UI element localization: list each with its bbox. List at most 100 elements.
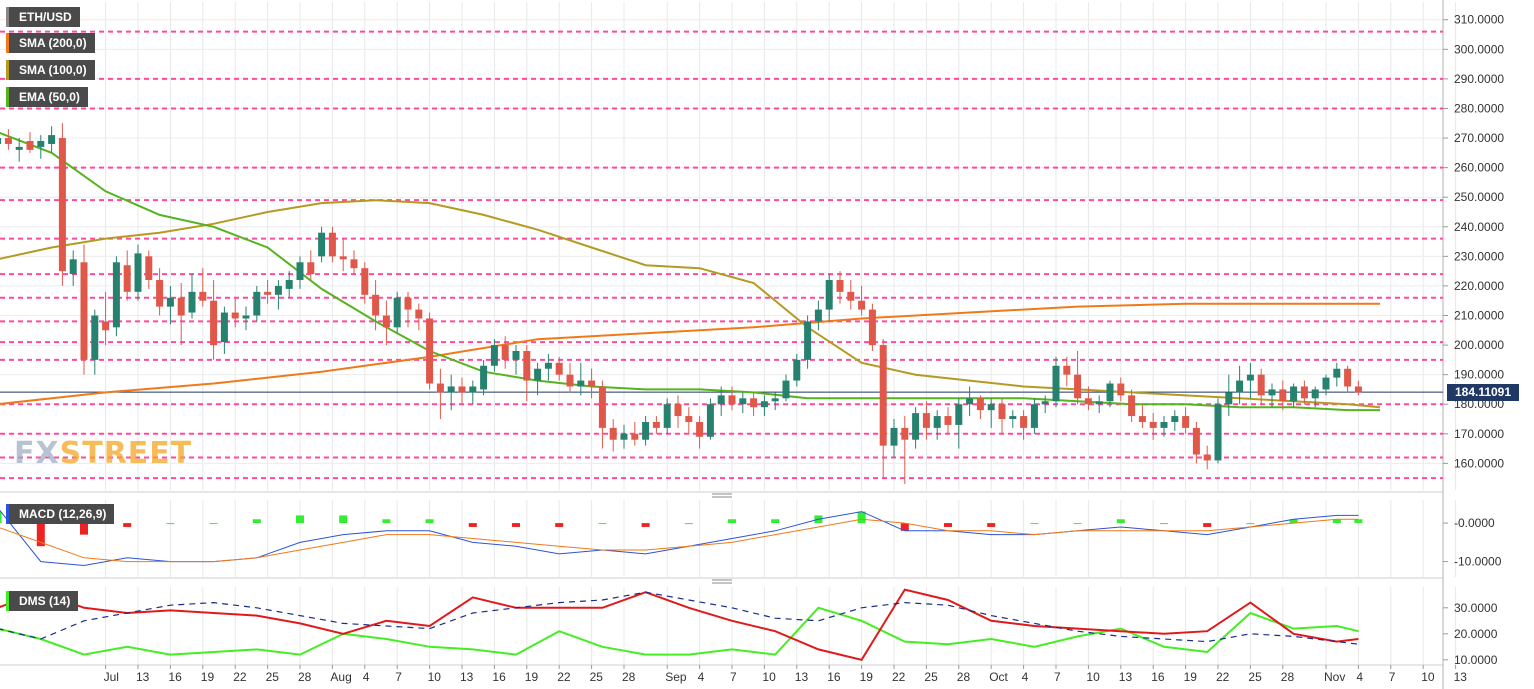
candle-body — [912, 413, 920, 440]
date-tick-label: 4 — [1022, 670, 1029, 684]
main-pane-bg — [0, 0, 1443, 492]
price-axis[interactable]: 310.0000 300.0000 290.0000 280.0000 270.0000… — [1443, 13, 1504, 471]
date-tick-label: 22 — [892, 670, 906, 684]
candle-body — [350, 259, 358, 269]
macd-histogram-bar — [1030, 523, 1039, 525]
candle-body — [1171, 416, 1179, 422]
candle-body — [15, 146, 23, 150]
date-tick-label: 22 — [233, 670, 247, 684]
macd-histogram-bar — [0, 511, 2, 524]
candle-body — [966, 398, 974, 405]
candle-body — [1203, 454, 1211, 461]
candle-body — [1192, 427, 1200, 455]
date-tick-label: 13 — [460, 670, 474, 684]
candle-body — [145, 256, 153, 281]
macd-histogram-bar — [36, 523, 45, 547]
candle-body — [555, 362, 563, 375]
date-tick-label: 7 — [395, 670, 402, 684]
candle-body — [1290, 386, 1298, 402]
macd-tick-label: -0.0000 — [1454, 516, 1495, 530]
date-tick-label: Nov — [1324, 670, 1345, 684]
candle-body — [134, 253, 142, 292]
dms-legend[interactable]: DMS (14) — [6, 591, 79, 611]
candle-body — [750, 398, 758, 408]
adx-line — [0, 591, 1359, 645]
date-axis[interactable]: Jul 13 16 19 22 25 28 Aug 4 7 10 13 16 19 22 25 28 Sep 4 7 1… — [104, 665, 1468, 684]
dms-panel[interactable]: 30.0000 20.0000 10.0000 — [0, 588, 1498, 667]
date-tick-label: 13 — [795, 670, 809, 684]
price-tick-label: 310.0000 — [1454, 13, 1504, 27]
symbol-legend[interactable]: ETH/USD — [6, 7, 80, 27]
macd-histogram-bar — [1332, 519, 1341, 524]
ema50-legend[interactable]: EMA (50,0) — [6, 87, 88, 107]
candle-body — [69, 259, 77, 275]
macd-histogram-bar — [598, 523, 607, 525]
candle-body — [328, 232, 336, 257]
brand-fx: FX — [14, 436, 60, 471]
candle-body — [242, 315, 250, 319]
candle-body — [598, 386, 606, 428]
candle-body — [264, 291, 272, 295]
price-tick-label: 270.0000 — [1454, 131, 1504, 145]
price-tick-label: 290.0000 — [1454, 72, 1504, 86]
macd-histogram-bar — [900, 523, 909, 531]
sma200-line — [0, 302, 1380, 405]
candle-body — [534, 368, 542, 381]
macd-legend[interactable]: MACD (12,26,9) — [6, 504, 115, 524]
candle-body — [987, 404, 995, 411]
sma100-line — [0, 199, 1381, 409]
current-price-tag: 184.11091 — [1447, 383, 1519, 401]
candle-body — [1246, 374, 1254, 381]
candle-body — [436, 383, 444, 393]
macd-panel[interactable]: -0.0000 -10.0000 — [0, 508, 1502, 569]
candle-body — [652, 421, 660, 428]
candle-body — [825, 280, 833, 310]
macd-histogram-bar — [684, 523, 693, 525]
candle-body — [868, 309, 876, 346]
date-tick-label: 19 — [525, 670, 539, 684]
candle-body — [793, 359, 801, 381]
candle-body — [717, 395, 725, 405]
brand-street: STREET — [59, 436, 193, 471]
candles — [0, 123, 1362, 485]
macd-histogram-bar — [857, 511, 866, 524]
date-tick-label: 25 — [590, 670, 604, 684]
candle-body — [760, 401, 768, 408]
candle-body — [1322, 377, 1330, 390]
panel-resize-handles[interactable] — [712, 493, 732, 584]
candle-body — [458, 386, 466, 393]
candle-body — [901, 427, 909, 440]
sma200-legend[interactable]: SMA (200,0) — [6, 33, 95, 53]
date-tick-label: 10 — [762, 670, 776, 684]
candle-body — [663, 404, 671, 428]
candle-body — [361, 268, 369, 295]
candle-body — [296, 262, 304, 281]
macd-histogram-bar — [728, 519, 736, 524]
macd-histogram-bar — [252, 519, 261, 524]
candle-body — [166, 297, 174, 307]
macd-histogram-bar — [166, 523, 175, 525]
date-tick-label: 10 — [1086, 670, 1100, 684]
date-tick-label: 7 — [1054, 670, 1061, 684]
date-tick-label: 22 — [1216, 670, 1230, 684]
candle-body — [382, 315, 390, 328]
macd-histogram-bar — [1116, 519, 1125, 524]
date-tick-label: 19 — [860, 670, 874, 684]
candle-body — [814, 309, 822, 322]
candle-body — [37, 141, 45, 147]
candle-body — [1117, 383, 1125, 396]
candle-body — [922, 413, 930, 428]
price-tick-label: 200.0000 — [1454, 338, 1504, 352]
sma100-legend[interactable]: SMA (100,0) — [6, 60, 95, 80]
candle-body — [318, 232, 326, 257]
date-tick-label: 4 — [1356, 670, 1363, 684]
macd-line — [0, 509, 1359, 567]
candle-body — [1149, 421, 1157, 428]
macd-histogram-bar — [1160, 523, 1168, 525]
candle-body — [631, 433, 639, 440]
macd-histogram-bar — [1246, 523, 1255, 525]
candle-body — [1268, 389, 1276, 396]
price-tick-label: 190.0000 — [1454, 368, 1504, 382]
candle-body — [577, 380, 585, 387]
